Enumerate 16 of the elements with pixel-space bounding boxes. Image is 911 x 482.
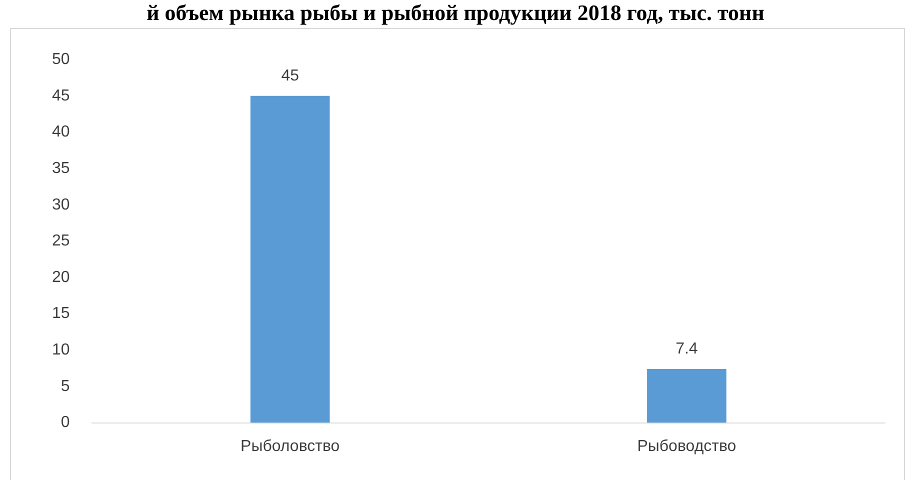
y-tick-label: 20: [52, 268, 70, 286]
x-tick-label: Рыбоводство: [637, 438, 736, 455]
data-label: 45: [281, 67, 300, 84]
y-tick-label: 15: [52, 305, 70, 322]
y-tick-label: 25: [52, 232, 70, 250]
y-tick-label: 30: [52, 196, 70, 214]
y-tick-label: 10: [52, 342, 70, 359]
y-tick-label: 35: [52, 160, 70, 177]
chart-title: й объем рынка рыбы и рыбной продукции 2018 год, тыс. тонн: [146, 0, 766, 26]
x-tick-label: Рыболовство: [240, 438, 340, 455]
y-tick-label: 50: [52, 51, 70, 68]
y-tick-label: 40: [52, 124, 70, 141]
data-label: 7.4: [676, 340, 698, 358]
y-tick-label: 0: [60, 414, 70, 432]
y-tick-label: 45: [52, 87, 70, 104]
y-tick-label: 5: [60, 378, 70, 395]
